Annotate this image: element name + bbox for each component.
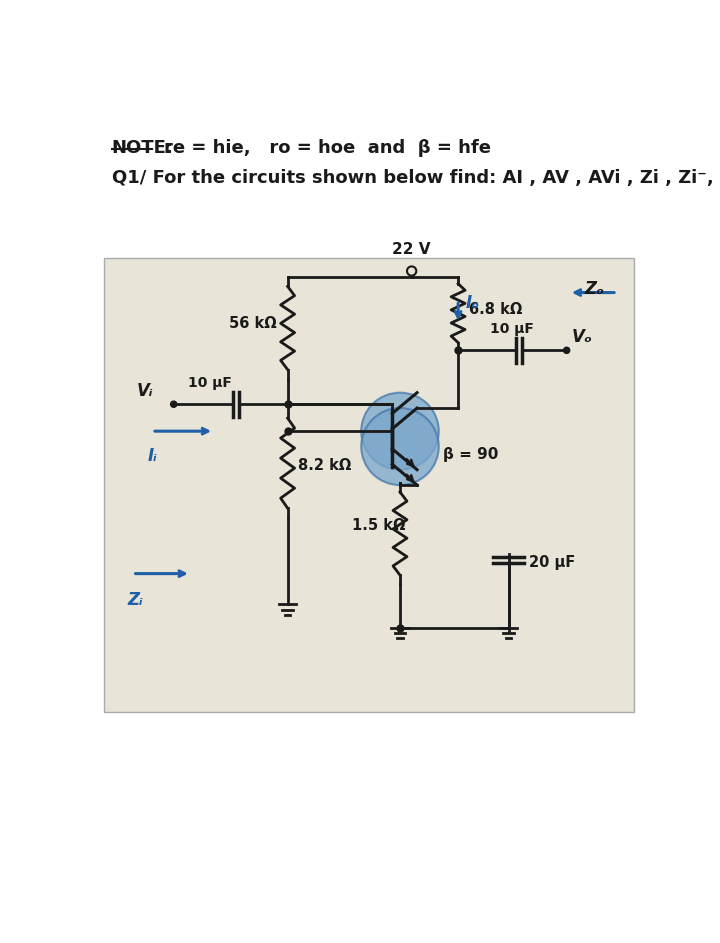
Circle shape (171, 401, 177, 407)
Text: 56 kΩ: 56 kΩ (229, 316, 276, 331)
Text: Iᵢ: Iᵢ (148, 447, 158, 465)
Text: 6.8 kΩ: 6.8 kΩ (469, 303, 522, 318)
Text: Q1/ For the circuits shown below find: AI , AV , AVi , Zi , Zi⁻, Zo and XCE: Q1/ For the circuits shown below find: A… (112, 170, 720, 188)
Text: Zᵢ: Zᵢ (127, 591, 143, 609)
Text: re = hie,   ro = hoe  and  β = hfe: re = hie, ro = hoe and β = hfe (163, 139, 490, 157)
Text: β = 90: β = 90 (443, 447, 498, 462)
Text: 10 μF: 10 μF (490, 323, 534, 337)
Text: 10 μF: 10 μF (188, 376, 232, 390)
Text: 22 V: 22 V (392, 242, 431, 257)
Text: 1.5 kΩ: 1.5 kΩ (352, 518, 405, 533)
Text: Vᵢ: Vᵢ (137, 382, 153, 400)
Text: Vₒ: Vₒ (572, 328, 593, 346)
Text: Zₒ: Zₒ (585, 280, 605, 298)
Circle shape (361, 408, 438, 485)
FancyBboxPatch shape (104, 258, 634, 712)
Circle shape (361, 392, 438, 470)
Text: 20 μF: 20 μF (528, 554, 575, 570)
Text: Iₒ: Iₒ (466, 293, 480, 311)
Circle shape (564, 347, 570, 354)
Text: NOTE:: NOTE: (112, 139, 174, 157)
Text: 8.2 kΩ: 8.2 kΩ (299, 458, 352, 473)
